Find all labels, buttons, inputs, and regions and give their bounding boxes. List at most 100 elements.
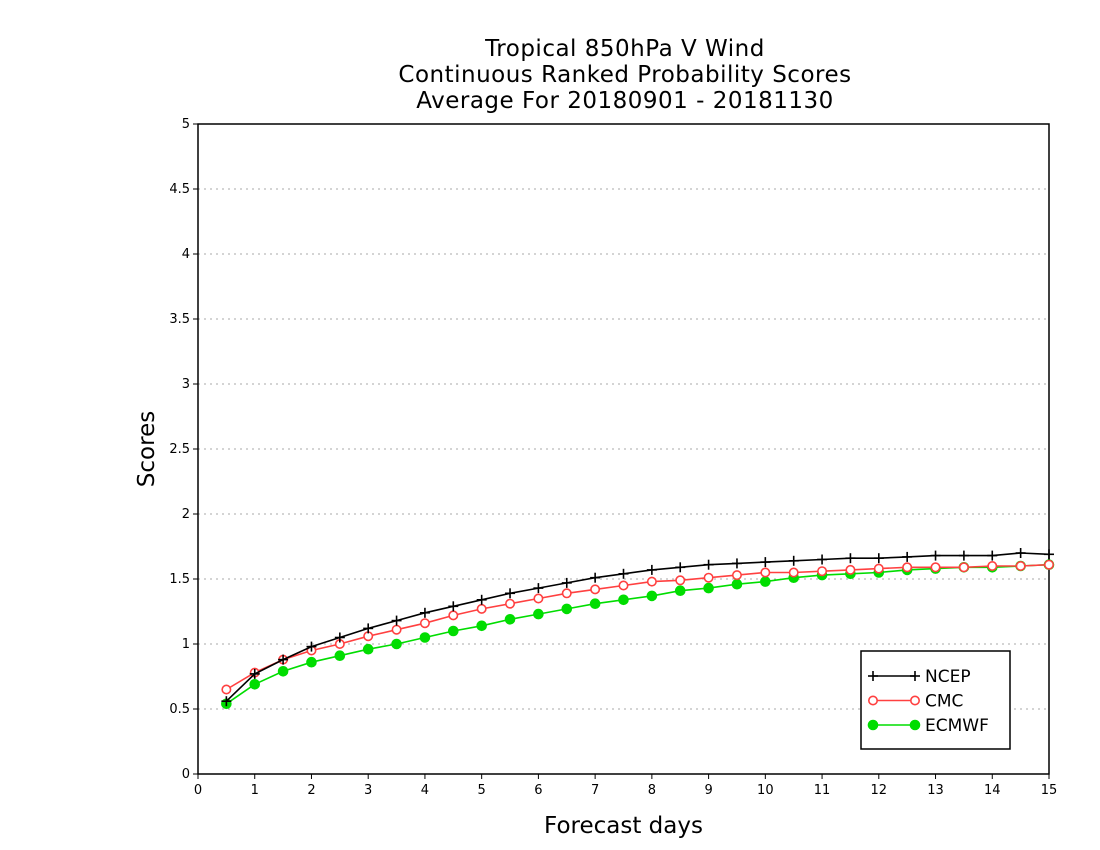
data-point-cmc (561, 588, 572, 599)
series-ncep (221, 548, 1054, 707)
data-point-ncep (618, 568, 629, 579)
y-tick-label: 2.5 (169, 442, 190, 457)
data-point-ecmwf (731, 578, 743, 590)
data-point-ncep (1015, 548, 1026, 558)
y-tick-label: 2 (182, 507, 190, 522)
chart-title-line-2: Continuous Ranked Probability Scores (398, 62, 852, 88)
data-point-ncep (873, 553, 884, 564)
data-point-cmc (987, 560, 998, 571)
data-point-ecmwf (589, 598, 601, 610)
x-tick-label: 15 (1041, 783, 1058, 798)
legend-marker (909, 719, 921, 731)
data-point-cmc (590, 584, 601, 595)
x-tick-label: 1 (251, 783, 259, 798)
data-point-ncep (675, 562, 686, 573)
data-point-ncep (278, 654, 289, 665)
data-point-cmc (1015, 560, 1026, 571)
data-point-cmc (221, 684, 232, 695)
data-point-ecmwf (504, 614, 516, 625)
data-point-cmc (391, 624, 402, 635)
y-axis-label: Scores (134, 411, 160, 487)
data-point-ncep (930, 550, 941, 561)
data-point-ncep (987, 550, 998, 561)
data-point-ecmwf (703, 582, 714, 594)
data-point-ncep (731, 558, 742, 569)
data-point-ncep (788, 555, 799, 566)
data-point-ncep (249, 668, 260, 679)
data-point-ncep (476, 594, 487, 605)
x-tick-label: 14 (984, 783, 1001, 798)
x-axis-label: Forecast days (544, 813, 703, 839)
data-point-ecmwf (277, 666, 289, 677)
data-point-cmc (618, 580, 629, 591)
data-point-cmc (448, 610, 459, 621)
data-point-ecmwf (419, 632, 431, 643)
y-tick-label: 5 (182, 117, 190, 132)
data-point-ecmwf (362, 643, 374, 655)
series-cmc (221, 559, 1055, 695)
legend-marker (868, 671, 878, 681)
data-point-ncep (419, 607, 430, 618)
legend-marker (867, 695, 878, 706)
y-tick-label: 0.5 (169, 702, 190, 717)
data-point-ncep (561, 577, 572, 588)
x-tick-label: 2 (307, 783, 315, 798)
data-series (221, 548, 1055, 710)
legend-marker (910, 671, 920, 681)
x-tick-label: 0 (194, 783, 202, 798)
x-tick-label: 11 (814, 783, 831, 798)
y-tick-label: 3.5 (169, 312, 190, 327)
data-point-ncep (703, 559, 714, 570)
chart-title-line-1: Tropical 850hPa V Wind (485, 36, 765, 62)
data-point-cmc (760, 567, 771, 578)
data-point-ncep (902, 551, 913, 562)
y-tick-label: 4.5 (169, 182, 190, 197)
data-point-cmc (845, 564, 856, 575)
data-point-cmc (930, 562, 941, 573)
y-tick-label: 1 (182, 637, 190, 652)
data-point-ncep (760, 557, 771, 568)
data-point-cmc (533, 593, 544, 604)
chart-title: Tropical 850hPa V Wind Continuous Ranked… (0, 36, 1100, 114)
legend-marker (909, 695, 920, 706)
x-tick-label: 7 (591, 783, 599, 798)
data-point-cmc (731, 570, 742, 581)
data-point-cmc (817, 566, 828, 577)
y-tick-label: 1.5 (169, 572, 190, 587)
data-point-cmc (703, 572, 714, 583)
data-point-ncep (334, 632, 345, 643)
data-point-ecmwf (334, 650, 346, 662)
data-point-ecmwf (561, 603, 573, 615)
data-point-ecmwf (476, 620, 487, 632)
x-tick-label: 6 (534, 783, 542, 798)
data-point-cmc (505, 598, 516, 609)
data-point-ecmwf (391, 638, 402, 650)
data-point-ecmwf (618, 594, 629, 606)
data-point-cmc (958, 562, 969, 573)
data-point-ncep (306, 641, 317, 652)
x-tick-label: 3 (364, 783, 372, 798)
data-point-ecmwf (533, 608, 544, 620)
data-point-cmc (788, 567, 799, 578)
x-tick-label: 10 (757, 783, 774, 798)
legend-marker (867, 719, 879, 731)
data-point-ncep (448, 601, 459, 612)
data-point-ecmwf (448, 625, 459, 637)
data-point-ncep (590, 572, 601, 583)
legend-item-cmc: CMC (867, 692, 963, 712)
x-tick-label: 8 (648, 783, 656, 798)
chart-title-line-3: Average For 20180901 - 20181130 (416, 88, 834, 114)
x-tick-label: 12 (871, 783, 888, 798)
data-point-ncep (221, 696, 232, 707)
data-point-ncep (845, 553, 856, 564)
legend: NCEP CMC ECMWF (860, 650, 1011, 750)
legend-label-ecmwf: ECMWF (925, 716, 989, 736)
y-tick-label: 0 (182, 767, 190, 782)
data-point-ecmwf (674, 585, 686, 597)
data-point-ncep (533, 583, 544, 594)
data-point-cmc (476, 603, 487, 614)
legend-label-cmc: CMC (925, 692, 963, 712)
x-tick-label: 9 (704, 783, 712, 798)
data-point-cmc (1044, 559, 1055, 570)
